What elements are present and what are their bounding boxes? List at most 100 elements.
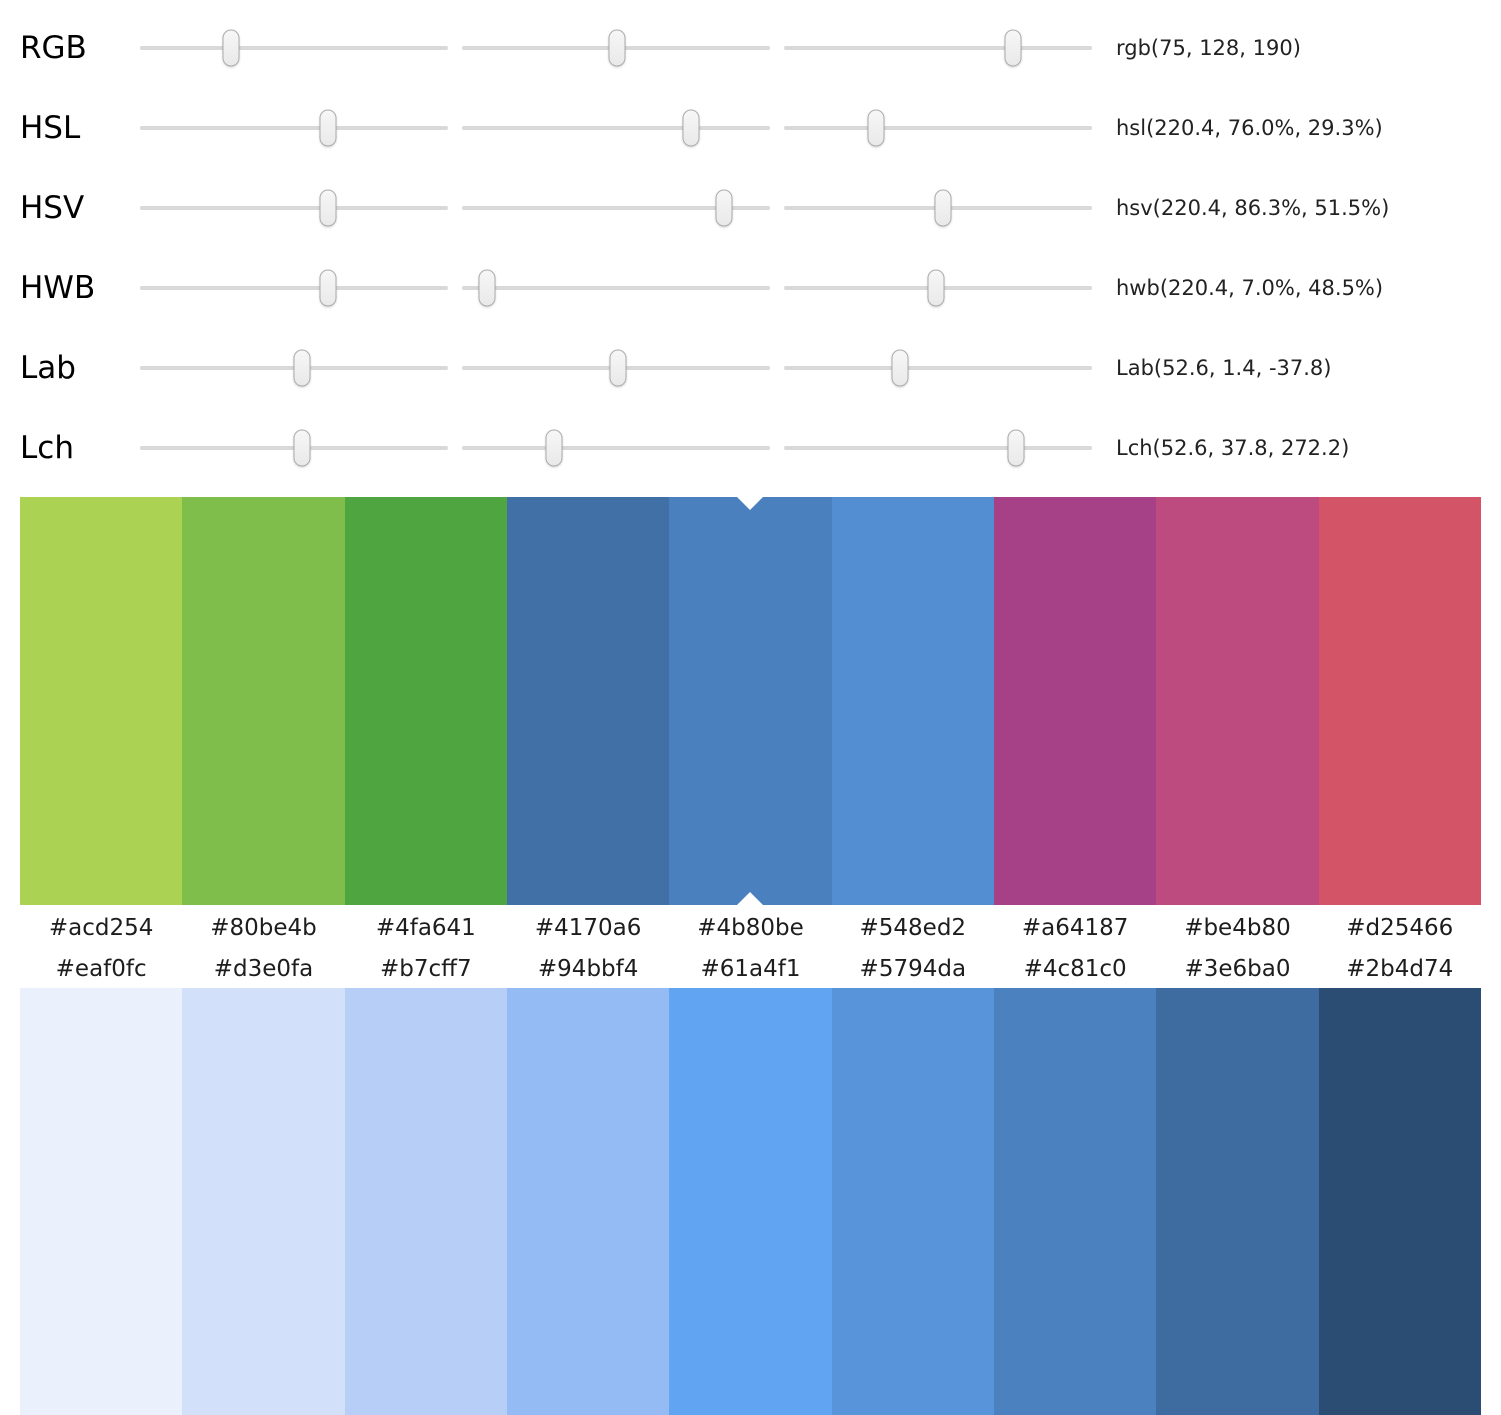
slider-thumb[interactable]	[1004, 29, 1022, 67]
hex-label: #eaf0fc	[55, 956, 147, 982]
hex-label: #acd254	[48, 914, 154, 941]
hue-hex-row: #acd254 #80be4b #4fa641 #4170a6 #4b80be …	[20, 905, 1481, 950]
slider-track-line	[784, 366, 1092, 370]
hex-label: #4b80be	[697, 914, 804, 941]
slider-row-label: HSV	[20, 190, 85, 226]
tint-swatch[interactable]	[831, 988, 994, 1415]
hex-label: #94bbf4	[537, 956, 639, 982]
slider-thumb[interactable]	[545, 429, 563, 467]
tint-swatch[interactable]	[1318, 988, 1481, 1415]
slider-track-line	[462, 206, 770, 210]
slider-tracks	[140, 28, 1092, 68]
slider-track[interactable]	[462, 28, 770, 68]
slider-row-label: HWB	[20, 270, 96, 306]
slider-row-hsl: HSL hsl(220.4, 76.0%, 29.3%)	[20, 88, 1481, 168]
slider-thumb[interactable]	[478, 269, 496, 307]
slider-track[interactable]	[140, 268, 448, 308]
hue-swatch[interactable]	[182, 497, 345, 905]
slider-track[interactable]	[462, 348, 770, 388]
tint-swatch[interactable]	[344, 988, 507, 1415]
tint-swatch[interactable]	[1156, 988, 1319, 1415]
hue-swatch[interactable]	[669, 497, 832, 905]
hue-swatch[interactable]	[993, 497, 1157, 905]
hue-swatch[interactable]	[20, 497, 183, 905]
slider-row-label: HSL	[20, 110, 81, 146]
slider-track-line	[784, 446, 1092, 450]
tint-strip	[20, 988, 1481, 1415]
slider-thumb[interactable]	[319, 269, 337, 307]
slider-track-line	[140, 286, 448, 290]
hue-swatch[interactable]	[1318, 497, 1481, 905]
slider-thumb[interactable]	[293, 429, 311, 467]
slider-value: rgb(75, 128, 190)	[1116, 36, 1301, 60]
slider-track[interactable]	[462, 268, 770, 308]
slider-thumb[interactable]	[891, 349, 908, 387]
slider-thumb[interactable]	[319, 189, 337, 227]
hex-label: #4fa641	[375, 914, 476, 941]
slider-track[interactable]	[784, 348, 1092, 388]
slider-thumb[interactable]	[293, 349, 311, 387]
slider-track[interactable]	[140, 108, 448, 148]
slider-track[interactable]	[140, 428, 448, 468]
slider-row-label: Lab	[20, 350, 76, 386]
slider-tracks	[140, 348, 1092, 388]
hex-label: #a64187	[1021, 914, 1129, 941]
hex-label: #4c81c0	[1023, 956, 1127, 982]
hex-label: #b7cff7	[380, 956, 472, 982]
hex-label: #5794da	[859, 956, 967, 982]
slider-track-line	[462, 446, 770, 450]
slider-track[interactable]	[462, 188, 770, 228]
slider-thumb[interactable]	[222, 29, 240, 67]
hue-swatch[interactable]	[831, 497, 994, 905]
slider-track[interactable]	[784, 428, 1092, 468]
slider-thumb[interactable]	[715, 189, 733, 227]
slider-track[interactable]	[140, 28, 448, 68]
hue-strip	[20, 497, 1481, 905]
slider-track-line	[784, 126, 1092, 130]
slider-track[interactable]	[784, 188, 1092, 228]
slider-track-line	[462, 126, 770, 130]
slider-thumb[interactable]	[934, 189, 952, 227]
hue-swatch[interactable]	[344, 497, 507, 905]
hex-label: #61a4f1	[700, 956, 801, 982]
slider-track[interactable]	[784, 268, 1092, 308]
slider-row-hsv: HSV hsv(220.4, 86.3%, 51.5%)	[20, 168, 1481, 248]
slider-track[interactable]	[784, 108, 1092, 148]
hex-label: #548ed2	[859, 914, 967, 941]
slider-thumb[interactable]	[608, 29, 626, 67]
slider-tracks	[140, 428, 1092, 468]
slider-value: hsl(220.4, 76.0%, 29.3%)	[1116, 116, 1383, 140]
hex-label: #80be4b	[210, 914, 317, 941]
slider-value: Lab(52.6, 1.4, -37.8)	[1116, 356, 1332, 380]
slider-track[interactable]	[462, 108, 770, 148]
slider-thumb[interactable]	[682, 109, 700, 147]
slider-row-hwb: HWB hwb(220.4, 7.0%, 48.5%)	[20, 248, 1481, 328]
tint-swatch[interactable]	[20, 988, 183, 1415]
hue-swatch[interactable]	[506, 497, 670, 905]
tint-swatch[interactable]	[182, 988, 345, 1415]
hex-label: #2b4d74	[1346, 956, 1454, 982]
slider-thumb[interactable]	[927, 269, 945, 307]
tint-swatch[interactable]	[669, 988, 832, 1415]
slider-track[interactable]	[140, 348, 448, 388]
slider-track[interactable]	[462, 428, 770, 468]
slider-thumb[interactable]	[609, 349, 627, 387]
slider-row-lch: Lch Lch(52.6, 37.8, 272.2)	[20, 408, 1481, 488]
slider-thumb[interactable]	[1007, 429, 1025, 467]
slider-value: Lch(52.6, 37.8, 272.2)	[1116, 436, 1350, 460]
hex-label: #be4b80	[1184, 914, 1291, 941]
slider-thumb[interactable]	[319, 109, 337, 147]
slider-track[interactable]	[140, 188, 448, 228]
slider-track-line	[462, 286, 770, 290]
slider-row-lab: Lab Lab(52.6, 1.4, -37.8)	[20, 328, 1481, 408]
tint-swatch[interactable]	[506, 988, 670, 1415]
slider-row-rgb: RGB rgb(75, 128, 190)	[20, 8, 1481, 88]
slider-value: hwb(220.4, 7.0%, 48.5%)	[1116, 276, 1384, 300]
tint-swatch[interactable]	[993, 988, 1157, 1415]
slider-track-line	[784, 46, 1092, 50]
slider-track[interactable]	[784, 28, 1092, 68]
slider-thumb[interactable]	[867, 109, 885, 147]
slider-tracks	[140, 268, 1092, 308]
hue-swatch[interactable]	[1156, 497, 1319, 905]
